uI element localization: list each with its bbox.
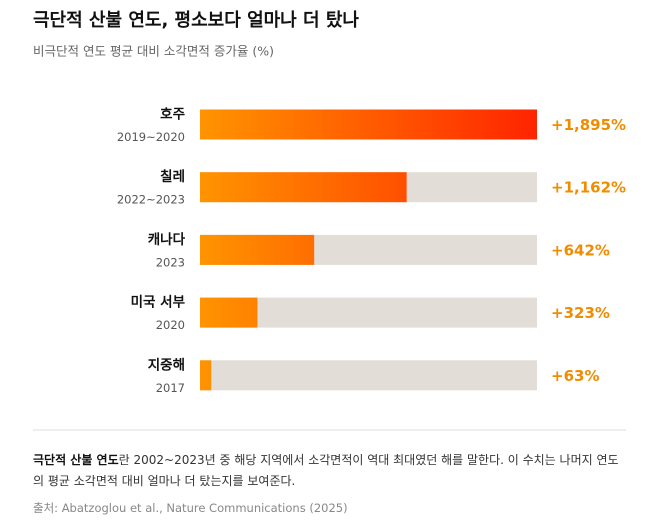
source: 출처: Abatzoglou et al., Nature Communicat… <box>33 501 348 515</box>
category-label: 미국 서부 <box>131 295 186 311</box>
period-label: 2020 <box>156 318 185 332</box>
track <box>200 360 537 391</box>
value-label: +642% <box>551 241 610 259</box>
bar <box>200 172 407 203</box>
bar <box>200 360 212 391</box>
value-label: +63% <box>551 367 599 385</box>
category-label: 지중해 <box>148 356 185 373</box>
bar <box>200 297 258 328</box>
note: 극단적 산불 연도란 2002~2023년 중 해당 지역에서 소각면적이 역대… <box>33 450 623 492</box>
value-label: +1,162% <box>551 179 626 197</box>
chart-title: 극단적 산불 연도, 평소보다 얼마나 더 탔나 <box>33 10 359 31</box>
value-label: +1,895% <box>551 116 626 134</box>
period-label: 2022~2023 <box>117 193 185 207</box>
period-label: 2017 <box>156 381 185 395</box>
category-label: 호주 <box>160 107 185 123</box>
bar <box>200 234 315 265</box>
value-label: +323% <box>551 304 610 322</box>
bar <box>200 109 537 140</box>
chart: 극단적 산불 연도, 평소보다 얼마나 더 탔나 비극단적 연도 평균 대비 소… <box>33 10 626 431</box>
category-label: 칠레 <box>160 168 185 185</box>
period-label: 2023 <box>156 255 185 269</box>
category-label: 캐나다 <box>148 232 186 248</box>
note-bold: 극단적 산불 연도 <box>33 453 119 467</box>
note-text: 란 2002~2023년 중 해당 지역에서 소각면적이 역대 최대였던 해를 … <box>33 453 619 488</box>
chart-subtitle: 비극단적 연도 평균 대비 소각면적 증가율 (%) <box>33 44 274 59</box>
period-label: 2019~2020 <box>117 130 185 144</box>
